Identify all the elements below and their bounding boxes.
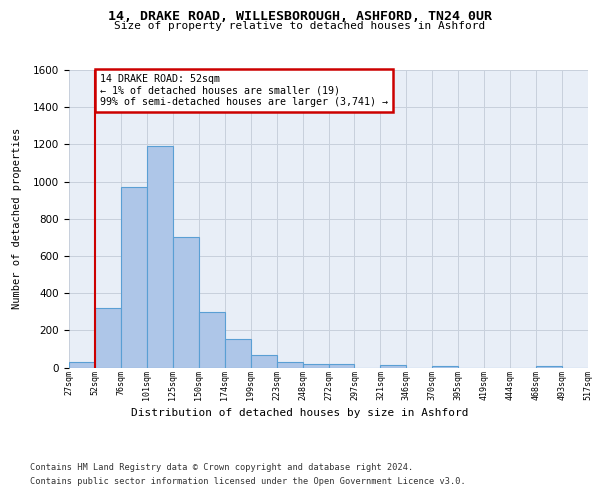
Bar — [225, 338, 251, 368]
Bar — [69, 362, 95, 368]
Text: 14 DRAKE ROAD: 52sqm
← 1% of detached houses are smaller (19)
99% of semi-detach: 14 DRAKE ROAD: 52sqm ← 1% of detached ho… — [100, 74, 388, 107]
Bar — [329, 364, 355, 368]
Bar — [302, 364, 329, 368]
Bar — [95, 308, 121, 368]
Text: Contains HM Land Registry data © Crown copyright and database right 2024.: Contains HM Land Registry data © Crown c… — [30, 462, 413, 471]
Bar — [433, 366, 458, 368]
Bar — [380, 364, 406, 368]
Bar — [277, 362, 302, 368]
Bar — [147, 146, 173, 368]
Bar — [173, 238, 199, 368]
Text: Size of property relative to detached houses in Ashford: Size of property relative to detached ho… — [115, 21, 485, 31]
Text: Distribution of detached houses by size in Ashford: Distribution of detached houses by size … — [131, 408, 469, 418]
Bar — [536, 366, 562, 368]
Text: Contains public sector information licensed under the Open Government Licence v3: Contains public sector information licen… — [30, 478, 466, 486]
Y-axis label: Number of detached properties: Number of detached properties — [12, 128, 22, 310]
Bar — [121, 187, 147, 368]
Text: 14, DRAKE ROAD, WILLESBOROUGH, ASHFORD, TN24 0UR: 14, DRAKE ROAD, WILLESBOROUGH, ASHFORD, … — [108, 10, 492, 23]
Bar — [199, 312, 224, 368]
Bar — [251, 356, 277, 368]
